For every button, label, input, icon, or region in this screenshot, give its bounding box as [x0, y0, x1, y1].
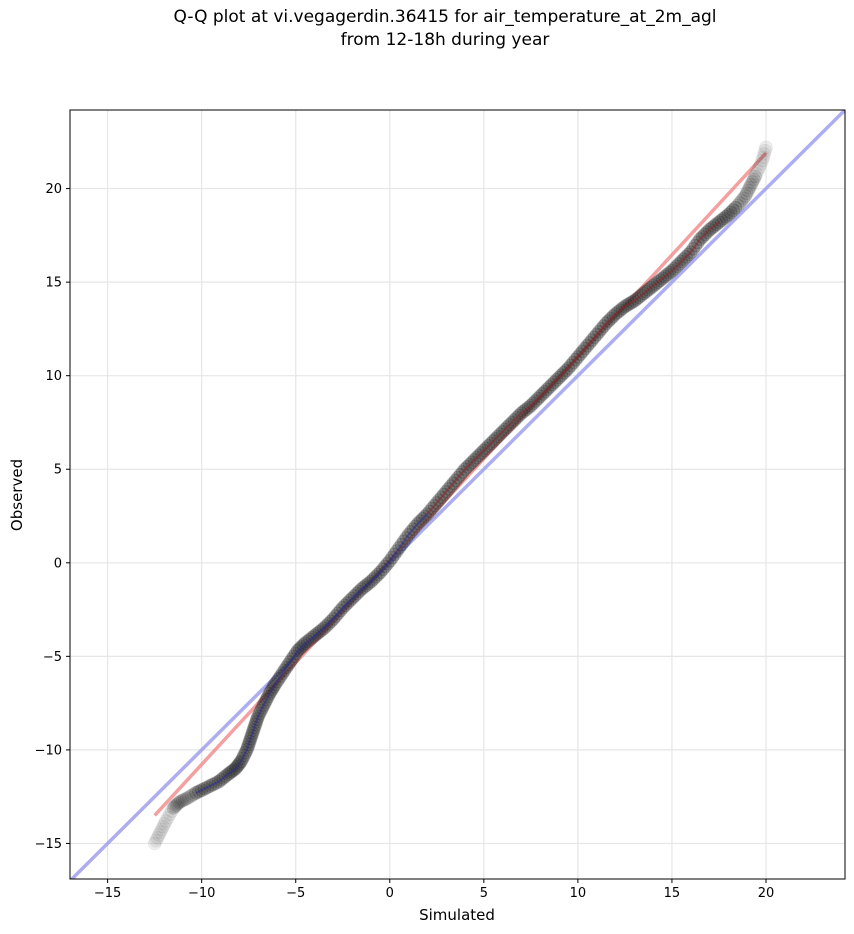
y-tick-label: 0 [54, 556, 62, 571]
axis-ticks: −15 −10 −5 0 5 10 15 20 −15 −10 −5 0 5 10 15 20 [35, 182, 775, 901]
quantile-point [170, 796, 185, 811]
quantile-point [179, 791, 194, 806]
quantile-point [153, 825, 168, 840]
x-tick-label: 15 [664, 886, 681, 901]
quantile-point [156, 819, 171, 834]
quantile-point [719, 209, 734, 224]
quantile-point [166, 800, 181, 815]
fit-trace [426, 221, 720, 515]
quantile-points [147, 140, 773, 851]
quantile-point [749, 166, 764, 181]
chart-title-line2: from 12-18h during year [340, 30, 550, 50]
plot-frame [69, 109, 846, 880]
quantile-point [758, 140, 773, 155]
quantile-point [751, 163, 766, 178]
x-tick-label: −15 [94, 886, 121, 901]
quantile-point [173, 794, 188, 809]
y-tick-label: −5 [43, 650, 62, 665]
x-tick-label: 20 [758, 886, 775, 901]
reference-lines [70, 110, 845, 879]
one-to-one-line [70, 110, 845, 879]
quantile-point [172, 795, 187, 810]
quantile-point [741, 183, 756, 198]
y-tick-label: 5 [54, 463, 62, 478]
quantile-point [732, 196, 747, 211]
quantile-point [755, 153, 770, 168]
quantile-point [186, 787, 201, 802]
quantile-point [739, 186, 754, 201]
quantile-point [757, 146, 772, 161]
quantile-point [758, 143, 773, 158]
y-tick-label: 20 [45, 182, 62, 197]
quantile-point [753, 156, 768, 171]
x-axis-label: Simulated [419, 906, 495, 924]
quantile-point [742, 180, 757, 195]
quantile-point [748, 169, 763, 184]
x-tick-label: −5 [286, 886, 305, 901]
quantile-point [151, 828, 166, 843]
x-tick-label: 0 [386, 886, 394, 901]
quantile-point [752, 160, 767, 175]
quantile-point [181, 790, 196, 805]
quantile-point [743, 177, 758, 192]
quantile-point [730, 198, 745, 213]
quantile-point [149, 833, 164, 848]
quantile-point [728, 200, 743, 215]
quantile-point [169, 798, 184, 813]
quantile-point [745, 175, 760, 190]
fit-line [153, 151, 768, 817]
quantile-point [162, 807, 177, 822]
chart-title: Q-Q plot at vi.vegagerdin.36415 for air_… [0, 6, 854, 52]
quantile-point [184, 788, 199, 803]
quantile-point [734, 193, 749, 208]
quantile-point [160, 810, 175, 825]
y-tick-label: 10 [45, 369, 62, 384]
quantile-point [721, 207, 736, 222]
y-axis-label: Observed [8, 459, 26, 531]
quantile-point [154, 822, 169, 837]
quantile-point [723, 205, 738, 220]
quantile-point [157, 816, 172, 831]
quantile-point [177, 792, 192, 807]
quantile-point [736, 191, 751, 206]
y-tick-label: 15 [45, 276, 62, 291]
chart-title-line1: Q-Q plot at vi.vegagerdin.36415 for air_… [173, 7, 717, 27]
quantile-point [150, 830, 165, 845]
one-to-one-trace [195, 513, 429, 794]
quantile-point [175, 793, 190, 808]
x-tick-label: −10 [188, 886, 215, 901]
quantile-point [738, 189, 753, 204]
quantile-point [158, 813, 173, 828]
quantile-point [147, 836, 162, 851]
x-tick-label: 10 [570, 886, 587, 901]
quantile-point [746, 172, 761, 187]
quantile-point [716, 211, 731, 226]
quantile-point [756, 150, 771, 165]
quantile-point [167, 799, 182, 814]
quantile-point [164, 804, 179, 819]
x-tick-label: 5 [480, 886, 488, 901]
y-tick-label: −15 [35, 837, 62, 852]
y-tick-label: −10 [35, 743, 62, 758]
quantile-point [726, 203, 741, 218]
